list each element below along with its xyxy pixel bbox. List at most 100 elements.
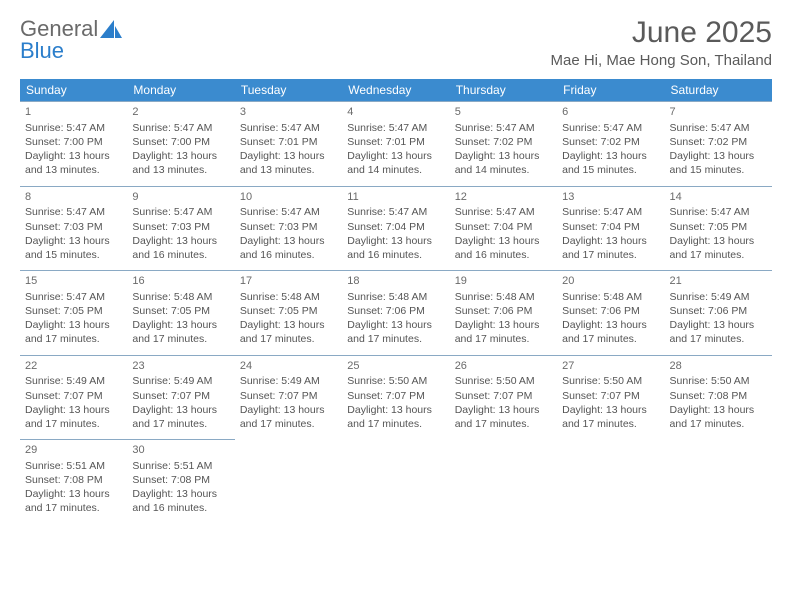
sunset-text: Sunset: 7:05 PM <box>240 304 337 318</box>
sunset-text: Sunset: 7:07 PM <box>562 389 659 403</box>
daylight-text: Daylight: 13 hours and 16 minutes. <box>347 234 444 262</box>
sunset-text: Sunset: 7:06 PM <box>347 304 444 318</box>
sunrise-text: Sunrise: 5:47 AM <box>562 121 659 135</box>
weekday-header: Tuesday <box>235 79 342 102</box>
sunrise-text: Sunrise: 5:47 AM <box>455 205 552 219</box>
sunrise-text: Sunrise: 5:47 AM <box>240 205 337 219</box>
daylight-text: Daylight: 13 hours and 13 minutes. <box>240 149 337 177</box>
sunrise-text: Sunrise: 5:51 AM <box>25 459 122 473</box>
day-number: 17 <box>240 274 337 289</box>
weekday-header: Friday <box>557 79 664 102</box>
calendar-day-cell: 19Sunrise: 5:48 AMSunset: 7:06 PMDayligh… <box>450 271 557 356</box>
day-number: 19 <box>455 274 552 289</box>
sunset-text: Sunset: 7:06 PM <box>562 304 659 318</box>
sunset-text: Sunset: 7:08 PM <box>670 389 767 403</box>
day-number: 26 <box>455 359 552 374</box>
calendar-day-cell: 30Sunrise: 5:51 AMSunset: 7:08 PMDayligh… <box>127 440 234 524</box>
day-number: 12 <box>455 190 552 205</box>
day-number: 27 <box>562 359 659 374</box>
calendar-day-cell: 3Sunrise: 5:47 AMSunset: 7:01 PMDaylight… <box>235 102 342 187</box>
daylight-text: Daylight: 13 hours and 17 minutes. <box>347 403 444 431</box>
calendar-day-cell <box>235 440 342 524</box>
sunset-text: Sunset: 7:05 PM <box>25 304 122 318</box>
sunset-text: Sunset: 7:07 PM <box>132 389 229 403</box>
day-number: 15 <box>25 274 122 289</box>
calendar-day-cell: 5Sunrise: 5:47 AMSunset: 7:02 PMDaylight… <box>450 102 557 187</box>
calendar-day-cell: 26Sunrise: 5:50 AMSunset: 7:07 PMDayligh… <box>450 355 557 440</box>
day-number: 7 <box>670 105 767 120</box>
sunrise-text: Sunrise: 5:47 AM <box>132 121 229 135</box>
calendar-week-row: 1Sunrise: 5:47 AMSunset: 7:00 PMDaylight… <box>20 102 772 187</box>
daylight-text: Daylight: 13 hours and 17 minutes. <box>562 318 659 346</box>
day-number: 20 <box>562 274 659 289</box>
sunrise-text: Sunrise: 5:50 AM <box>347 374 444 388</box>
calendar-day-cell: 17Sunrise: 5:48 AMSunset: 7:05 PMDayligh… <box>235 271 342 356</box>
daylight-text: Daylight: 13 hours and 15 minutes. <box>562 149 659 177</box>
calendar-day-cell: 22Sunrise: 5:49 AMSunset: 7:07 PMDayligh… <box>20 355 127 440</box>
sunrise-text: Sunrise: 5:49 AM <box>132 374 229 388</box>
calendar-day-cell: 13Sunrise: 5:47 AMSunset: 7:04 PMDayligh… <box>557 186 664 271</box>
daylight-text: Daylight: 13 hours and 17 minutes. <box>132 403 229 431</box>
sunrise-text: Sunrise: 5:50 AM <box>455 374 552 388</box>
title-block: June 2025 Mae Hi, Mae Hong Son, Thailand <box>550 16 772 69</box>
calendar-day-cell: 27Sunrise: 5:50 AMSunset: 7:07 PMDayligh… <box>557 355 664 440</box>
sunrise-text: Sunrise: 5:49 AM <box>25 374 122 388</box>
sunset-text: Sunset: 7:05 PM <box>132 304 229 318</box>
calendar-day-cell: 29Sunrise: 5:51 AMSunset: 7:08 PMDayligh… <box>20 440 127 524</box>
daylight-text: Daylight: 13 hours and 17 minutes. <box>562 234 659 262</box>
sunrise-text: Sunrise: 5:47 AM <box>25 205 122 219</box>
calendar-day-cell: 7Sunrise: 5:47 AMSunset: 7:02 PMDaylight… <box>665 102 772 187</box>
sunrise-text: Sunrise: 5:47 AM <box>670 205 767 219</box>
sunrise-text: Sunrise: 5:47 AM <box>455 121 552 135</box>
sunrise-text: Sunrise: 5:47 AM <box>25 121 122 135</box>
daylight-text: Daylight: 13 hours and 14 minutes. <box>455 149 552 177</box>
daylight-text: Daylight: 13 hours and 17 minutes. <box>25 403 122 431</box>
day-number: 30 <box>132 443 229 458</box>
sunset-text: Sunset: 7:07 PM <box>347 389 444 403</box>
day-number: 22 <box>25 359 122 374</box>
daylight-text: Daylight: 13 hours and 16 minutes. <box>455 234 552 262</box>
sunrise-text: Sunrise: 5:47 AM <box>132 205 229 219</box>
weekday-header: Sunday <box>20 79 127 102</box>
sunset-text: Sunset: 7:06 PM <box>455 304 552 318</box>
sunrise-text: Sunrise: 5:48 AM <box>562 290 659 304</box>
daylight-text: Daylight: 13 hours and 17 minutes. <box>240 318 337 346</box>
day-number: 18 <box>347 274 444 289</box>
daylight-text: Daylight: 13 hours and 16 minutes. <box>132 487 229 515</box>
calendar-day-cell: 9Sunrise: 5:47 AMSunset: 7:03 PMDaylight… <box>127 186 234 271</box>
sunrise-text: Sunrise: 5:51 AM <box>132 459 229 473</box>
calendar-day-cell: 1Sunrise: 5:47 AMSunset: 7:00 PMDaylight… <box>20 102 127 187</box>
daylight-text: Daylight: 13 hours and 16 minutes. <box>240 234 337 262</box>
sunset-text: Sunset: 7:02 PM <box>670 135 767 149</box>
day-number: 6 <box>562 105 659 120</box>
calendar-day-cell: 6Sunrise: 5:47 AMSunset: 7:02 PMDaylight… <box>557 102 664 187</box>
calendar-week-row: 29Sunrise: 5:51 AMSunset: 7:08 PMDayligh… <box>20 440 772 524</box>
calendar-week-row: 22Sunrise: 5:49 AMSunset: 7:07 PMDayligh… <box>20 355 772 440</box>
daylight-text: Daylight: 13 hours and 17 minutes. <box>670 318 767 346</box>
sunset-text: Sunset: 7:02 PM <box>455 135 552 149</box>
daylight-text: Daylight: 13 hours and 13 minutes. <box>132 149 229 177</box>
sunrise-text: Sunrise: 5:47 AM <box>240 121 337 135</box>
sunset-text: Sunset: 7:05 PM <box>670 220 767 234</box>
sunset-text: Sunset: 7:01 PM <box>347 135 444 149</box>
daylight-text: Daylight: 13 hours and 17 minutes. <box>562 403 659 431</box>
day-number: 3 <box>240 105 337 120</box>
calendar-day-cell: 8Sunrise: 5:47 AMSunset: 7:03 PMDaylight… <box>20 186 127 271</box>
daylight-text: Daylight: 13 hours and 17 minutes. <box>670 234 767 262</box>
day-number: 14 <box>670 190 767 205</box>
daylight-text: Daylight: 13 hours and 14 minutes. <box>347 149 444 177</box>
daylight-text: Daylight: 13 hours and 17 minutes. <box>25 487 122 515</box>
calendar-day-cell: 16Sunrise: 5:48 AMSunset: 7:05 PMDayligh… <box>127 271 234 356</box>
month-title: June 2025 <box>550 16 772 50</box>
sunset-text: Sunset: 7:08 PM <box>25 473 122 487</box>
weekday-header-row: Sunday Monday Tuesday Wednesday Thursday… <box>20 79 772 102</box>
sunset-text: Sunset: 7:06 PM <box>670 304 767 318</box>
logo-text-2: Blue <box>20 38 64 64</box>
weekday-header: Saturday <box>665 79 772 102</box>
calendar-table: Sunday Monday Tuesday Wednesday Thursday… <box>20 79 772 524</box>
daylight-text: Daylight: 13 hours and 17 minutes. <box>347 318 444 346</box>
weekday-header: Monday <box>127 79 234 102</box>
calendar-day-cell: 15Sunrise: 5:47 AMSunset: 7:05 PMDayligh… <box>20 271 127 356</box>
calendar-day-cell: 4Sunrise: 5:47 AMSunset: 7:01 PMDaylight… <box>342 102 449 187</box>
day-number: 2 <box>132 105 229 120</box>
